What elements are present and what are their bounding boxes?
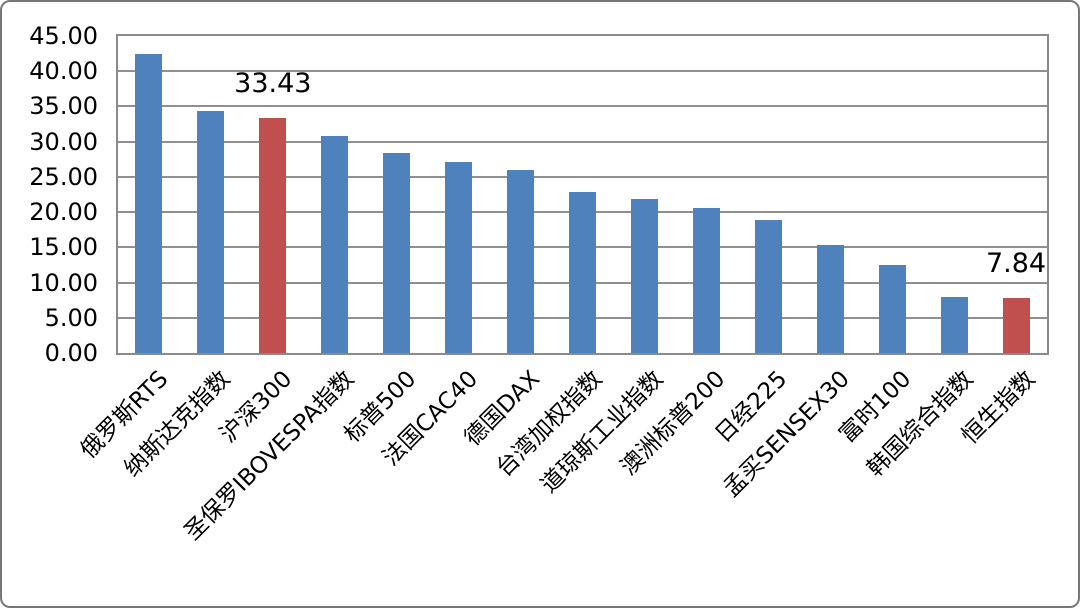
y-axis-tick-label: 45.00 <box>29 22 98 50</box>
gridline <box>118 70 1047 73</box>
bar <box>259 117 287 353</box>
bar <box>445 162 473 353</box>
bar <box>816 244 844 353</box>
bar-value-label: 33.43 <box>234 67 312 99</box>
bar <box>1002 297 1030 353</box>
bar <box>754 219 782 353</box>
bar <box>507 169 535 353</box>
y-axis-tick-label: 25.00 <box>29 162 98 191</box>
bar <box>135 53 163 353</box>
bar <box>197 110 225 353</box>
bar <box>878 264 906 353</box>
bar <box>630 199 658 353</box>
plot-area: 33.43 7.84 <box>116 34 1049 355</box>
bar <box>569 191 596 353</box>
bar <box>692 207 720 353</box>
bar-value-label: 7.84 <box>985 247 1047 279</box>
gridline <box>118 140 1047 143</box>
y-axis-tick-label: 0.00 <box>44 339 98 367</box>
y-axis-tick-label: 15.00 <box>29 233 98 262</box>
bar <box>321 136 349 353</box>
y-axis-tick-label: 20.00 <box>29 198 98 227</box>
gridline <box>118 105 1047 108</box>
y-axis-tick-label: 30.00 <box>29 127 98 156</box>
bar <box>383 152 411 353</box>
y-axis-tick-label: 35.00 <box>29 92 98 121</box>
bar <box>940 296 968 353</box>
y-axis-tick-label: 40.00 <box>29 57 98 86</box>
y-axis-tick-label: 10.00 <box>29 268 98 297</box>
y-axis-tick-label: 5.00 <box>44 303 98 332</box>
gridline <box>118 175 1047 178</box>
